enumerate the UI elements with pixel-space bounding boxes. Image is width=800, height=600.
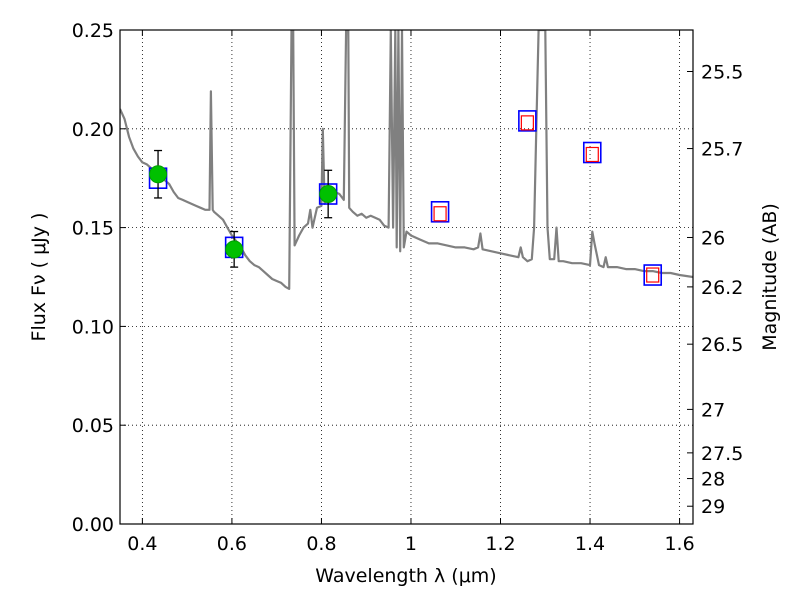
y-tick-label: 0.00: [72, 514, 114, 536]
y2-tick-label: 26.2: [701, 277, 743, 299]
y2-tick-label: 27: [701, 399, 725, 421]
model-flux-square: [582, 141, 602, 164]
upper-limit-square: [433, 206, 447, 222]
y2-tick-label: 28: [701, 469, 725, 491]
x-tick-label: 0.4: [127, 533, 157, 555]
y-tick-label: 0.15: [72, 218, 114, 240]
y2-tick-label: 25.5: [701, 61, 743, 83]
x-tick-label: 1.4: [575, 533, 605, 555]
y-tick-label: 0.20: [72, 119, 114, 141]
observed-flux-point: [319, 185, 338, 204]
x-tick-label: 1: [405, 533, 417, 555]
tick-labels: 0.4 0.6 0.8 1 1.2 1.4 1.6 0.00 0.05 0.10 0.15 0.20 0…: [72, 20, 744, 555]
x-tick-label: 0.6: [217, 533, 247, 555]
observed-flux-point: [225, 240, 244, 259]
y-axis-title: Flux Fν ( μJy ): [28, 213, 50, 342]
x-tick-label: 1.6: [664, 533, 694, 555]
y-tick-label: 0.10: [72, 316, 114, 338]
model-flux-square: [643, 264, 663, 286]
markers-layer: [148, 110, 663, 286]
y2-tick-label: 29: [701, 496, 725, 518]
series-layer: [120, 30, 693, 290]
y-tick-label: 0.25: [72, 20, 114, 42]
x-axis-title: Wavelength λ (μm): [315, 565, 496, 587]
plot-background: [120, 30, 693, 524]
ticks: [120, 29, 693, 525]
model-flux-square: [430, 200, 450, 223]
x-tick-label: 1.2: [485, 533, 515, 555]
y2-axis-title: Magnitude (AB): [759, 203, 781, 351]
y2-tick-label: 26.5: [701, 334, 743, 356]
observed-flux-point: [149, 165, 168, 184]
model-flux-square: [518, 110, 537, 132]
y2-tick-label: 25.7: [701, 139, 743, 161]
upper-limit-square: [585, 146, 599, 163]
x-tick-label: 0.8: [306, 533, 336, 555]
upper-limit-square: [646, 267, 660, 283]
y-tick-label: 0.05: [72, 415, 114, 437]
y2-tick-label: 26: [701, 227, 725, 249]
y2-tick-label: 27.5: [701, 443, 743, 465]
model-spectrum-line: [120, 30, 693, 290]
upper-limit-square: [520, 115, 534, 131]
plot-frame: [119, 29, 694, 525]
